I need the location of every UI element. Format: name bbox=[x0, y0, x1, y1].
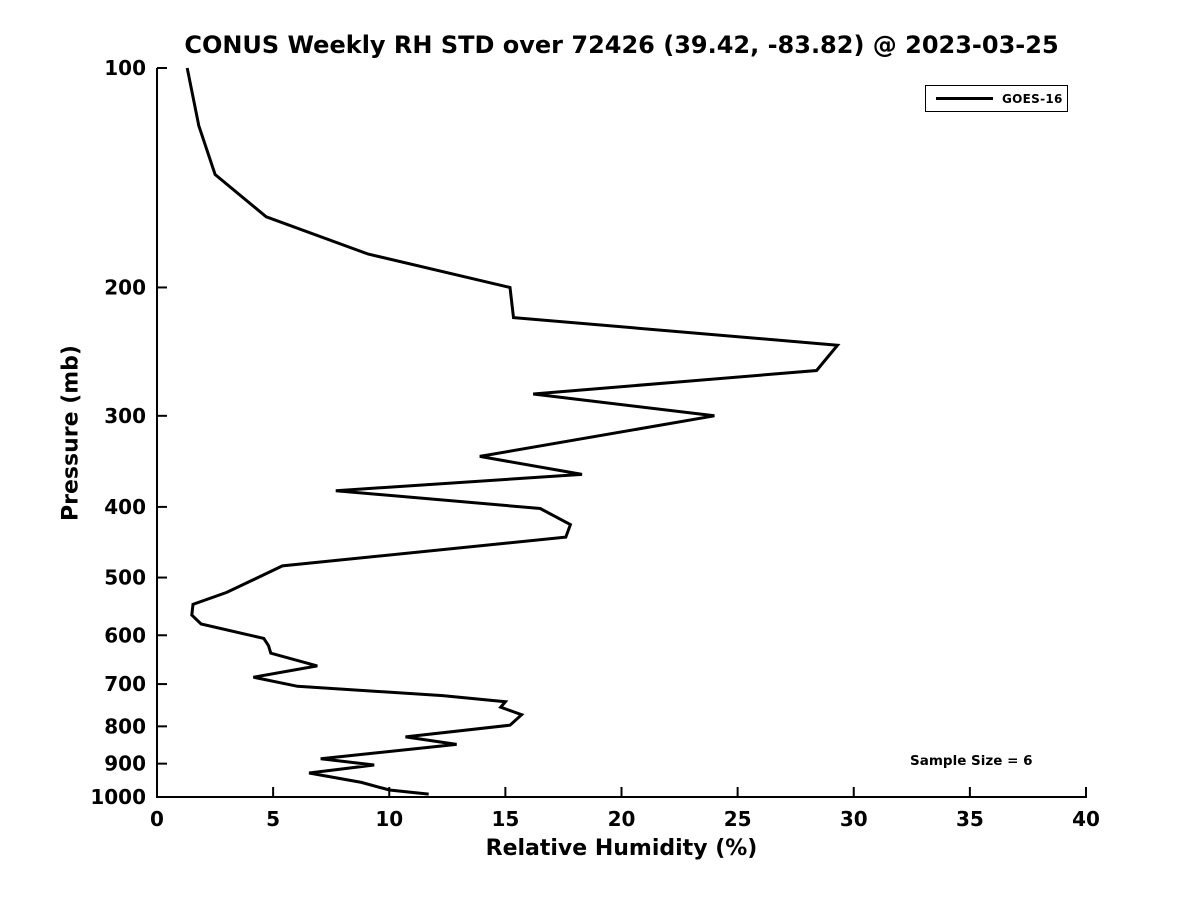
x-tick-label: 30 bbox=[840, 807, 868, 831]
legend-label: GOES-16 bbox=[1002, 91, 1063, 106]
x-tick-label: 20 bbox=[608, 807, 636, 831]
legend-line-sample bbox=[936, 97, 993, 100]
x-tick-label: 5 bbox=[266, 807, 280, 831]
x-tick-label: 10 bbox=[375, 807, 403, 831]
legend: GOES-16 bbox=[925, 85, 1068, 112]
x-tick-label: 25 bbox=[724, 807, 752, 831]
chart-title: CONUS Weekly RH STD over 72426 (39.42, -… bbox=[184, 31, 1059, 59]
y-tick-label: 1000 bbox=[90, 785, 146, 809]
x-tick-label: 15 bbox=[491, 807, 519, 831]
x-tick-label: 40 bbox=[1072, 807, 1100, 831]
x-axis-label: Relative Humidity (%) bbox=[485, 836, 758, 861]
y-tick-label: 500 bbox=[104, 566, 146, 590]
x-tick-label: 35 bbox=[956, 807, 984, 831]
y-tick-label: 100 bbox=[104, 56, 146, 80]
y-tick-label: 700 bbox=[104, 672, 146, 696]
series-line-goes-16 bbox=[185, 67, 841, 796]
y-tick-label: 800 bbox=[104, 714, 146, 738]
y-tick-label: 300 bbox=[104, 404, 146, 428]
y-tick-label: 600 bbox=[104, 623, 146, 647]
y-tick-label: 900 bbox=[104, 752, 146, 776]
sample-size-annotation: Sample Size = 6 bbox=[910, 753, 1033, 769]
y-tick-label: 200 bbox=[104, 275, 146, 299]
y-tick-label: 400 bbox=[104, 495, 146, 519]
x-tick-label: 0 bbox=[150, 807, 164, 831]
